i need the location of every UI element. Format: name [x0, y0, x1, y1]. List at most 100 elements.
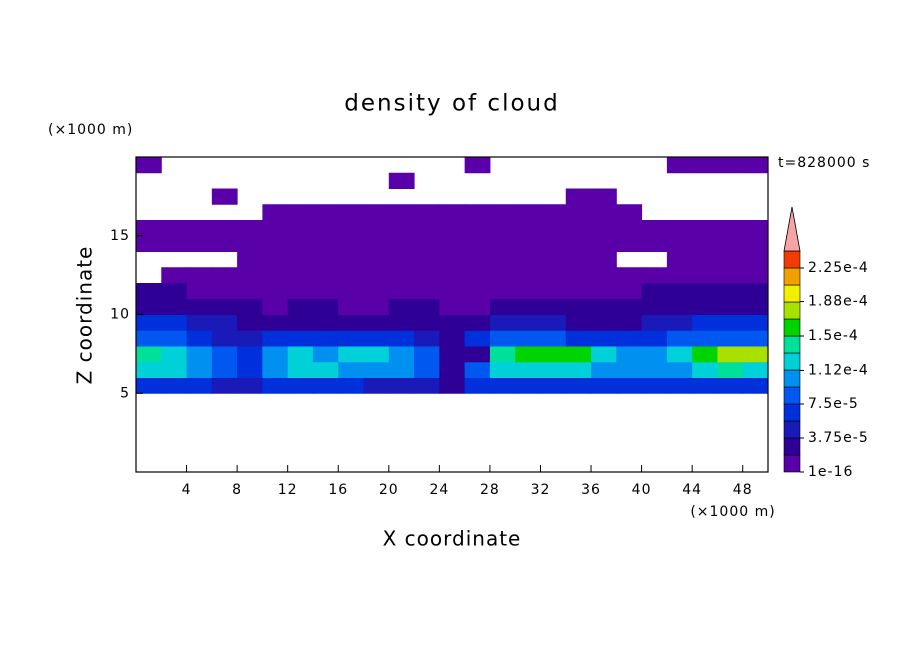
contour-cell — [464, 377, 491, 394]
contour-cell — [565, 377, 592, 394]
contour-cell — [464, 314, 491, 331]
contour-cell — [262, 267, 289, 284]
contour-cell — [742, 346, 769, 363]
contour-cell — [464, 330, 491, 347]
contour-cell — [414, 298, 440, 315]
contour-cell — [388, 377, 415, 394]
contour-cell — [414, 330, 440, 347]
contour-cell — [237, 235, 263, 252]
contour-cell — [136, 314, 162, 331]
contour-cell — [515, 251, 541, 268]
contour-cell — [237, 267, 263, 284]
contour-cell — [515, 377, 541, 394]
contour-cell — [211, 283, 238, 300]
contour-cell — [338, 220, 365, 237]
contour-cell — [540, 314, 567, 331]
contour-cell — [565, 330, 592, 347]
contour-cell — [363, 361, 390, 378]
contour-cell — [464, 235, 491, 252]
contour-cell — [388, 283, 415, 300]
contour-cell — [540, 220, 567, 237]
contour-cell — [287, 220, 314, 237]
contour-cell — [262, 298, 289, 315]
contour-cell — [287, 283, 314, 300]
contour-cell — [287, 298, 314, 315]
contour-cell — [591, 377, 617, 394]
x-tick-label: 8 — [232, 482, 242, 498]
contour-cell — [161, 330, 188, 347]
contour-cell — [388, 298, 415, 315]
contour-cell — [616, 235, 643, 252]
contour-cell — [565, 220, 592, 237]
contour-cell — [489, 283, 516, 300]
contour-cell — [666, 298, 693, 315]
contour-cell — [312, 235, 339, 252]
contour-cell — [515, 298, 541, 315]
contour-cell — [312, 377, 339, 394]
contour-cell — [692, 235, 718, 252]
contour-cell — [312, 314, 339, 331]
contour-cell — [439, 361, 466, 378]
contour-cell — [211, 330, 238, 347]
contour-cell — [742, 157, 769, 174]
contour-cell — [515, 235, 541, 252]
x-axis-label: X coordinate — [383, 527, 522, 551]
contour-cell — [262, 314, 289, 331]
contour-cell — [464, 204, 491, 221]
contour-cell — [388, 204, 415, 221]
contour-cell — [717, 361, 744, 378]
contour-cell — [565, 251, 592, 268]
contour-cell — [262, 377, 289, 394]
chart-title: density of cloud — [344, 91, 559, 117]
contour-cell — [641, 361, 668, 378]
contour-cell — [717, 298, 744, 315]
contour-cell — [489, 251, 516, 268]
contour-cell — [565, 235, 592, 252]
contour-cell — [591, 330, 617, 347]
contour-cell — [489, 346, 516, 363]
contour-cell — [186, 346, 213, 363]
y-unit: (×1000 m) — [48, 122, 133, 138]
contour-cell — [464, 251, 491, 268]
contour-cell — [237, 220, 263, 237]
contour-cell — [388, 220, 415, 237]
contour-cell — [136, 157, 162, 174]
contour-cell — [287, 377, 314, 394]
contour-cell — [591, 298, 617, 315]
contour-cell — [262, 204, 289, 221]
contour-cell — [591, 314, 617, 331]
x-tick-label: 36 — [581, 482, 601, 498]
contour-cell — [363, 235, 390, 252]
contour-cell — [439, 314, 466, 331]
contour-cell — [666, 283, 693, 300]
contour-cell — [363, 298, 390, 315]
contour-cell — [489, 235, 516, 252]
contour-cell — [515, 283, 541, 300]
contour-cell — [565, 314, 592, 331]
contour-cell — [338, 298, 365, 315]
contour-cell — [616, 283, 643, 300]
contour-cell — [338, 314, 365, 331]
contour-cell — [489, 330, 516, 347]
x-tick-label: 32 — [531, 482, 551, 498]
contour-cell — [414, 346, 440, 363]
contour-cell — [464, 346, 491, 363]
colorbar-box — [783, 267, 801, 286]
contour-cell — [136, 330, 162, 347]
y-axis-label: Z coordinate — [73, 246, 97, 385]
contour-cell — [565, 346, 592, 363]
contour-cell — [211, 220, 238, 237]
contour-cell — [666, 220, 693, 237]
contour-cell — [540, 298, 567, 315]
contour-cell — [363, 377, 390, 394]
contour-cell — [666, 377, 693, 394]
contour-cell — [186, 330, 213, 347]
x-tick-label: 24 — [429, 482, 449, 498]
y-tick-label: 5 — [120, 385, 130, 401]
contour-cell — [211, 267, 238, 284]
contour-cell — [591, 267, 617, 284]
contour-cell — [287, 267, 314, 284]
contour-cell — [540, 377, 567, 394]
contour-cell — [237, 377, 263, 394]
